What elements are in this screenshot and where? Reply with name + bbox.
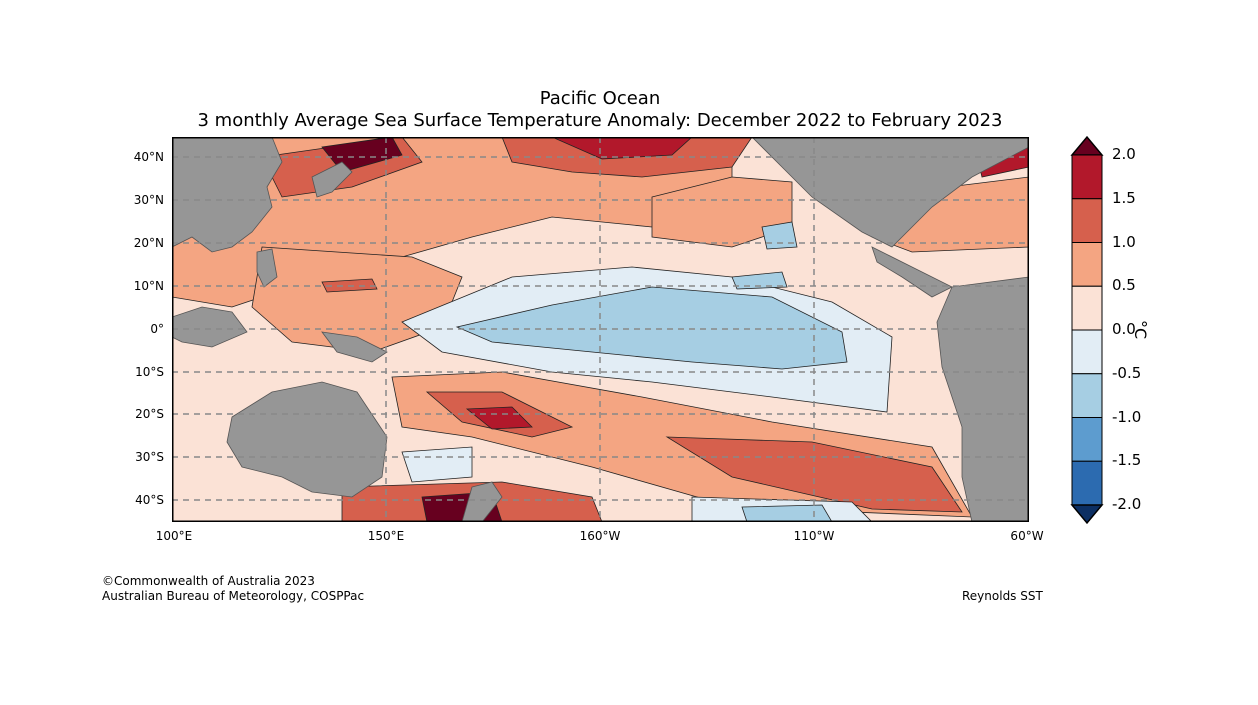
lon-label-100e: 100°E xyxy=(155,529,193,543)
colorbar-band-neg1.5-neg1.0 xyxy=(1071,417,1103,462)
colorbar-band-1.5-2.0 xyxy=(1071,154,1103,200)
sst-anomaly-map xyxy=(172,137,1029,522)
lat-label-20s: 20°S xyxy=(135,407,164,421)
land-new-zealand xyxy=(461,481,503,522)
lon-label-160w: 160°W xyxy=(579,529,621,543)
cold-patch-ne xyxy=(731,271,788,290)
land-philippines xyxy=(256,248,278,288)
colorbar-band-0.0-0.5 xyxy=(1071,285,1103,331)
map-frame xyxy=(172,137,1029,522)
agency-text: Australian Bureau of Meteorology, COSPPa… xyxy=(102,589,365,603)
map-title: Pacific Ocean xyxy=(539,88,661,109)
colorbar-tick-neg1.5: -1.5 xyxy=(1112,451,1142,469)
cold-region-equatorial xyxy=(455,286,848,370)
cool-patch-sw xyxy=(401,446,473,483)
colorbar-tick-0.0: 0.0 xyxy=(1112,320,1136,338)
hot-band-south2 xyxy=(665,436,963,513)
colorbar-band-neg0.5-0.0 xyxy=(1071,329,1103,375)
colorbar-unit-label: °C xyxy=(1131,320,1150,340)
hot-region-n2 xyxy=(551,137,693,160)
colorbar-tick-1.0: 1.0 xyxy=(1112,233,1136,251)
colorbar-tick-1.5: 1.5 xyxy=(1112,189,1136,207)
land-new-guinea xyxy=(321,331,388,363)
lon-label-150e: 150°E xyxy=(367,529,405,543)
lat-label-30n: 30°N xyxy=(133,193,164,207)
lon-label-60w: 60°W xyxy=(1010,529,1044,543)
cold-region-se xyxy=(741,504,833,522)
copyright-text: ©Commonwealth of Australia 2023 xyxy=(102,574,315,588)
land-maritime-se-asia xyxy=(172,306,248,348)
lat-label-0: 0° xyxy=(150,322,164,336)
land-north-america xyxy=(751,137,1029,248)
lon-label-110w: 110°W xyxy=(793,529,835,543)
gridlines xyxy=(172,137,1029,522)
lat-label-30s: 30°S xyxy=(135,450,164,464)
lat-label-10n: 10°N xyxy=(133,279,164,293)
colorbar-top-extension xyxy=(1070,135,1104,156)
lat-label-40s: 40°S xyxy=(135,493,164,507)
lat-label-10s: 10°S xyxy=(135,365,164,379)
hot-patch-s1 xyxy=(465,406,533,430)
land-central-america xyxy=(871,246,953,298)
colorbar-tick-neg0.5: -0.5 xyxy=(1112,364,1142,382)
colorbar-band-1.0-1.5 xyxy=(1071,198,1103,243)
colorbar-band-neg1.0-neg0.5 xyxy=(1071,373,1103,418)
colorbar-tick-0.5: 0.5 xyxy=(1112,276,1136,294)
colorbar-band-neg2.0-neg1.5 xyxy=(1071,460,1103,506)
land-japan xyxy=(311,161,353,198)
land-asia xyxy=(172,137,283,253)
lat-label-20n: 20°N xyxy=(133,236,164,250)
map-subtitle: 3 monthly Average Sea Surface Temperatur… xyxy=(197,110,1003,131)
land-south-america xyxy=(936,276,1029,522)
data-source-text: Reynolds SST xyxy=(962,589,1043,603)
land-australia xyxy=(226,381,388,498)
colorbar-tick-2.0: 2.0 xyxy=(1112,145,1136,163)
cold-patch-mexico xyxy=(761,221,798,250)
colorbar-tick-neg2.0: -2.0 xyxy=(1112,495,1142,513)
colorbar-bottom-extension xyxy=(1070,504,1104,525)
colorbar-tick-neg1.0: -1.0 xyxy=(1112,408,1142,426)
lat-label-40n: 40°N xyxy=(133,150,164,164)
colorbar-band-0.5-1.0 xyxy=(1071,242,1103,287)
colorbar xyxy=(1070,135,1104,525)
